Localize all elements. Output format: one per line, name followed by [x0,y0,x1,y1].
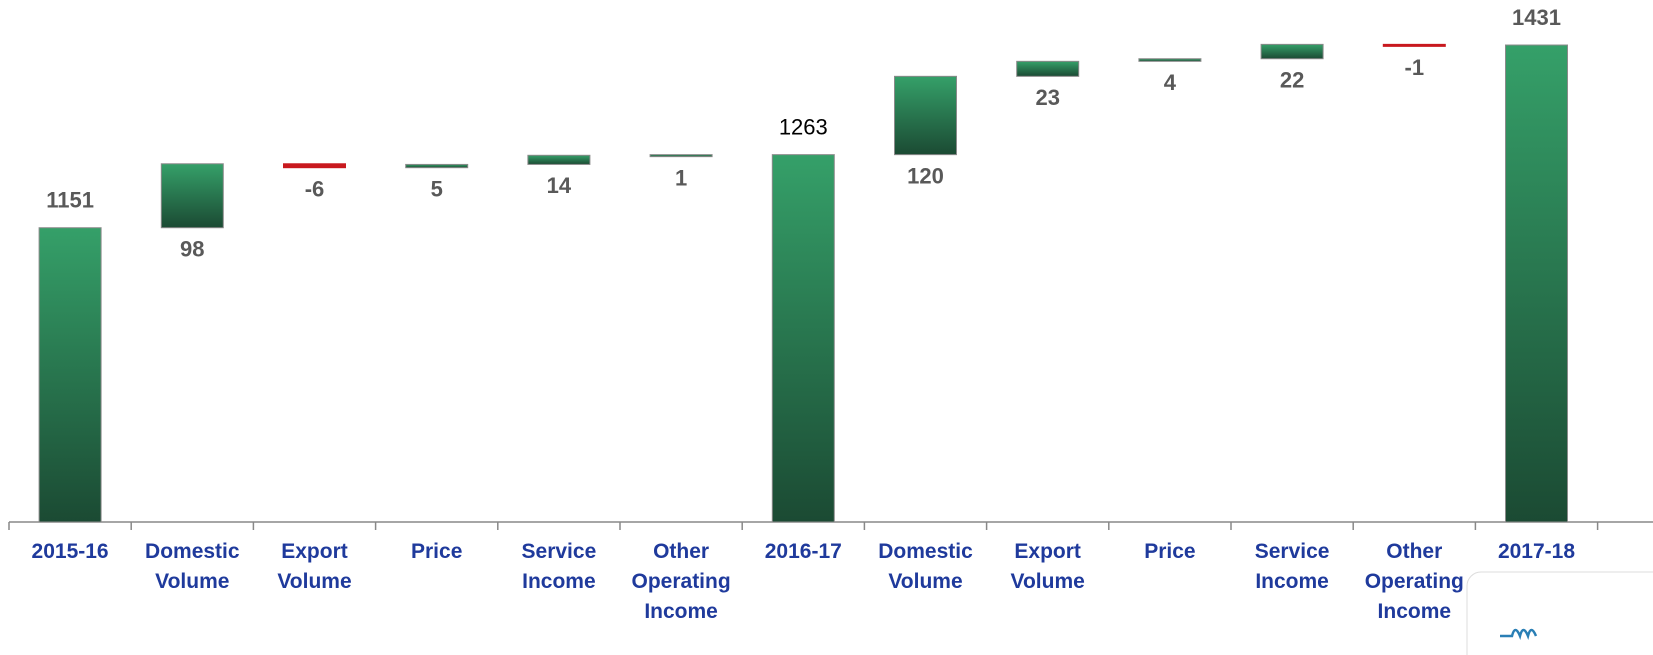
x-tick-label: Service Income [1254,540,1330,593]
value-label: 1151 [46,188,94,213]
value-label: 1263 [779,114,828,139]
increase-bar [1138,58,1202,62]
x-tick-label: Price [1144,540,1196,563]
logo-box [1466,571,1653,655]
value-label: 1 [675,165,687,190]
increase-bar [160,163,224,229]
increase-bar [649,154,713,158]
increase-bar [1016,60,1080,77]
x-tick-label: 2015-16 [31,540,109,563]
logo-mark [1500,628,1538,640]
increase-bar [1260,43,1324,60]
value-label: 1431 [1512,5,1561,30]
x-tick-label: Price [411,540,463,563]
x-tick-label: Domestic Volume [145,540,240,593]
x-tick-label: Export Volume [277,540,352,593]
value-label: -1 [1405,55,1425,80]
decrease-bar [283,163,346,169]
x-tick-label: 2017-18 [1497,540,1576,563]
increase-bar [527,154,591,165]
increase-bar [894,75,957,156]
value-label: 98 [180,237,204,262]
x-tick-label: Other Operating Income [631,540,731,623]
x-tick-label: 2016-17 [764,540,842,563]
value-label: 14 [547,173,572,198]
decrease-bar [1382,43,1446,47]
value-label: 23 [1035,85,1059,110]
total-bar [1505,44,1568,523]
x-tick-label: Domestic Volume [878,540,973,593]
x-tick-label: Other Operating Income [1364,540,1464,623]
increase-bar [405,163,469,169]
value-label: 4 [1164,70,1177,95]
total-bar [38,227,102,523]
x-tick-label: Service Income [521,540,597,593]
value-label: 22 [1280,68,1304,93]
total-bar [771,154,835,523]
value-label: -6 [305,177,325,202]
x-tick-label: Export Volume [1010,540,1085,593]
value-label: 120 [907,163,944,188]
value-label: 5 [431,177,443,202]
